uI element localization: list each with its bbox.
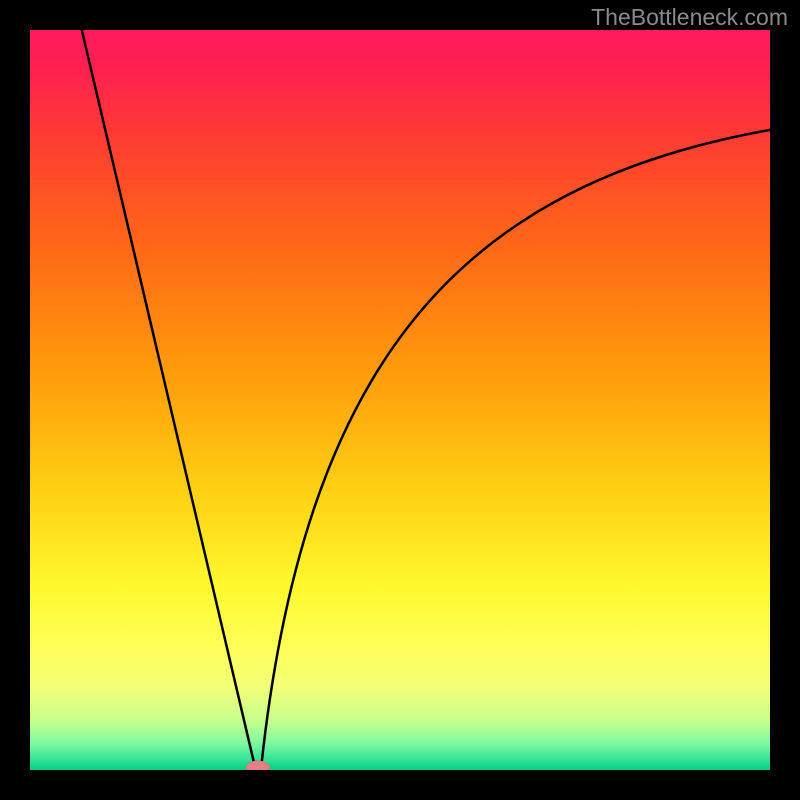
curve-layer [30, 30, 770, 770]
watermark-text: TheBottleneck.com [591, 4, 788, 31]
plot-area [30, 30, 770, 770]
bottleneck-curve [82, 30, 770, 770]
chart-container: TheBottleneck.com [0, 0, 800, 800]
minimum-marker [246, 761, 270, 770]
